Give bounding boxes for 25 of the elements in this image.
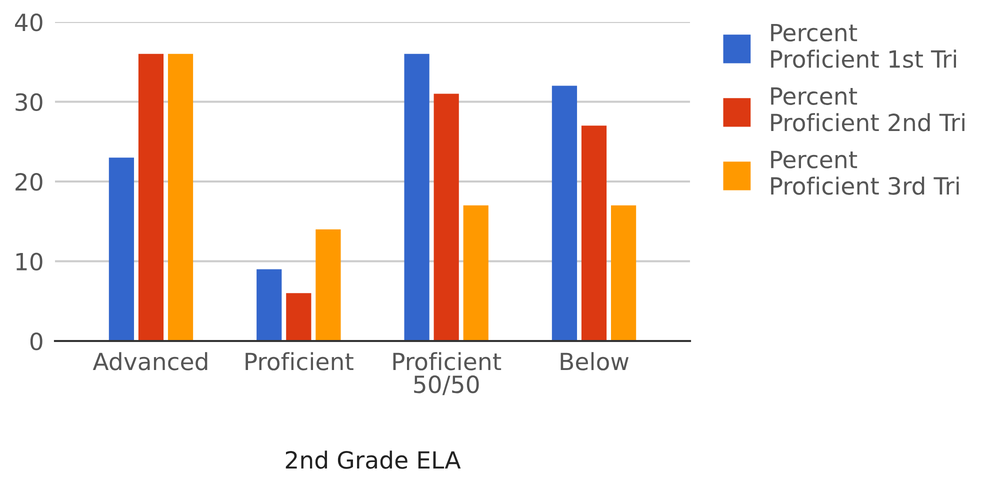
bar (168, 54, 194, 341)
bar (434, 94, 459, 341)
y-tick-label: 10 (16, 252, 42, 271)
bar (138, 54, 164, 341)
x-tick-label: Proficient 50/50 (393, 352, 502, 396)
y-tick-label: 30 (16, 93, 42, 112)
bar (316, 229, 341, 341)
bar (286, 293, 312, 341)
y-tick-label: 0 (30, 332, 42, 350)
x-axis-title: 2nd Grade ELA (286, 450, 461, 469)
bar (581, 126, 607, 341)
y-tick-label: 40 (15, 13, 42, 32)
legend-label: Percent Proficient 2nd Tri (771, 87, 964, 132)
bar (463, 205, 488, 341)
bar (552, 86, 578, 341)
x-tick-label: Proficient (246, 352, 354, 370)
legend-label: Percent Proficient 3rd Tri (771, 150, 959, 195)
x-tick-label: Advanced (92, 352, 208, 370)
legend-label: Percent Proficient 1st Tri (771, 24, 956, 68)
bar (256, 269, 282, 341)
x-tick-label: Below (560, 352, 629, 370)
bar (610, 205, 636, 341)
y-tick-label: 20 (16, 172, 42, 191)
bar (108, 158, 134, 341)
bar (404, 54, 430, 341)
